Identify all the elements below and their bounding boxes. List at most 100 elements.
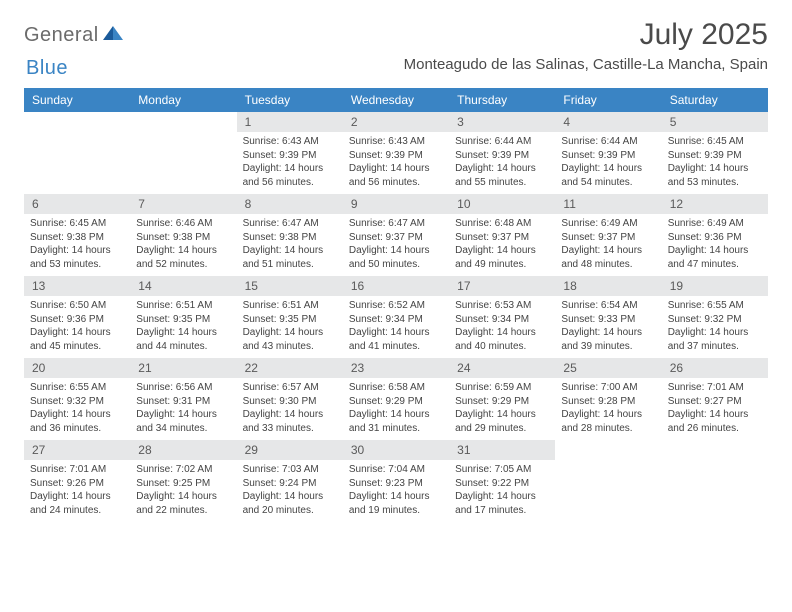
day-number: 27 (24, 440, 130, 460)
daylight-text: Daylight: 14 hours and 50 minutes. (349, 244, 443, 271)
day-body: Sunrise: 6:58 AMSunset: 9:29 PMDaylight:… (343, 378, 449, 439)
days-of-week-header: SundayMondayTuesdayWednesdayThursdayFrid… (24, 88, 768, 112)
day-cell: 14Sunrise: 6:51 AMSunset: 9:35 PMDayligh… (130, 276, 236, 358)
sunset-text: Sunset: 9:35 PM (136, 313, 230, 327)
sunrise-text: Sunrise: 6:52 AM (349, 299, 443, 313)
day-number: 5 (662, 112, 768, 132)
day-number: 2 (343, 112, 449, 132)
day-body: Sunrise: 7:03 AMSunset: 9:24 PMDaylight:… (237, 460, 343, 521)
sunset-text: Sunset: 9:38 PM (30, 231, 124, 245)
sunrise-text: Sunrise: 6:58 AM (349, 381, 443, 395)
day-cell: 1Sunrise: 6:43 AMSunset: 9:39 PMDaylight… (237, 112, 343, 194)
week-row: 27Sunrise: 7:01 AMSunset: 9:26 PMDayligh… (24, 440, 768, 522)
calendar-page: General July 2025 Monteagudo de las Sali… (0, 0, 792, 522)
day-cell (555, 440, 661, 522)
daylight-text: Daylight: 14 hours and 43 minutes. (243, 326, 337, 353)
day-body: Sunrise: 6:57 AMSunset: 9:30 PMDaylight:… (237, 378, 343, 439)
sunrise-text: Sunrise: 6:50 AM (30, 299, 124, 313)
month-title: July 2025 (404, 18, 768, 52)
day-cell: 10Sunrise: 6:48 AMSunset: 9:37 PMDayligh… (449, 194, 555, 276)
daylight-text: Daylight: 14 hours and 48 minutes. (561, 244, 655, 271)
daylight-text: Daylight: 14 hours and 51 minutes. (243, 244, 337, 271)
day-cell (24, 112, 130, 194)
sunset-text: Sunset: 9:32 PM (30, 395, 124, 409)
day-number: 18 (555, 276, 661, 296)
sunrise-text: Sunrise: 6:54 AM (561, 299, 655, 313)
location-subtitle: Monteagudo de las Salinas, Castille-La M… (404, 56, 768, 73)
day-number: 30 (343, 440, 449, 460)
day-cell: 21Sunrise: 6:56 AMSunset: 9:31 PMDayligh… (130, 358, 236, 440)
day-cell: 29Sunrise: 7:03 AMSunset: 9:24 PMDayligh… (237, 440, 343, 522)
daylight-text: Daylight: 14 hours and 55 minutes. (455, 162, 549, 189)
day-number: 7 (130, 194, 236, 214)
daylight-text: Daylight: 14 hours and 41 minutes. (349, 326, 443, 353)
sunrise-text: Sunrise: 6:45 AM (668, 135, 762, 149)
dow-cell: Sunday (24, 88, 130, 112)
day-number: 9 (343, 194, 449, 214)
logo: General (24, 24, 125, 47)
sunset-text: Sunset: 9:39 PM (243, 149, 337, 163)
sunrise-text: Sunrise: 7:05 AM (455, 463, 549, 477)
logo-triangle-icon (103, 24, 123, 45)
day-cell: 7Sunrise: 6:46 AMSunset: 9:38 PMDaylight… (130, 194, 236, 276)
day-cell: 26Sunrise: 7:01 AMSunset: 9:27 PMDayligh… (662, 358, 768, 440)
daylight-text: Daylight: 14 hours and 19 minutes. (349, 490, 443, 517)
sunrise-text: Sunrise: 6:55 AM (30, 381, 124, 395)
daylight-text: Daylight: 14 hours and 52 minutes. (136, 244, 230, 271)
day-body: Sunrise: 6:45 AMSunset: 9:39 PMDaylight:… (662, 132, 768, 193)
day-body: Sunrise: 6:53 AMSunset: 9:34 PMDaylight:… (449, 296, 555, 357)
week-row: 1Sunrise: 6:43 AMSunset: 9:39 PMDaylight… (24, 112, 768, 194)
day-body: Sunrise: 6:43 AMSunset: 9:39 PMDaylight:… (343, 132, 449, 193)
sunset-text: Sunset: 9:29 PM (349, 395, 443, 409)
day-cell: 11Sunrise: 6:49 AMSunset: 9:37 PMDayligh… (555, 194, 661, 276)
day-cell: 18Sunrise: 6:54 AMSunset: 9:33 PMDayligh… (555, 276, 661, 358)
day-cell: 9Sunrise: 6:47 AMSunset: 9:37 PMDaylight… (343, 194, 449, 276)
sunrise-text: Sunrise: 7:03 AM (243, 463, 337, 477)
day-body: Sunrise: 6:50 AMSunset: 9:36 PMDaylight:… (24, 296, 130, 357)
day-number: 21 (130, 358, 236, 378)
sunrise-text: Sunrise: 6:44 AM (455, 135, 549, 149)
day-number: 25 (555, 358, 661, 378)
day-number: 8 (237, 194, 343, 214)
daylight-text: Daylight: 14 hours and 56 minutes. (349, 162, 443, 189)
day-body: Sunrise: 7:02 AMSunset: 9:25 PMDaylight:… (130, 460, 236, 521)
daylight-text: Daylight: 14 hours and 37 minutes. (668, 326, 762, 353)
sunset-text: Sunset: 9:23 PM (349, 477, 443, 491)
sunrise-text: Sunrise: 6:47 AM (349, 217, 443, 231)
day-cell: 23Sunrise: 6:58 AMSunset: 9:29 PMDayligh… (343, 358, 449, 440)
day-cell (130, 112, 236, 194)
week-row: 20Sunrise: 6:55 AMSunset: 9:32 PMDayligh… (24, 358, 768, 440)
daylight-text: Daylight: 14 hours and 36 minutes. (30, 408, 124, 435)
sunset-text: Sunset: 9:37 PM (561, 231, 655, 245)
day-cell: 27Sunrise: 7:01 AMSunset: 9:26 PMDayligh… (24, 440, 130, 522)
daylight-text: Daylight: 14 hours and 26 minutes. (668, 408, 762, 435)
sunrise-text: Sunrise: 6:56 AM (136, 381, 230, 395)
day-cell: 6Sunrise: 6:45 AMSunset: 9:38 PMDaylight… (24, 194, 130, 276)
day-body: Sunrise: 6:49 AMSunset: 9:36 PMDaylight:… (662, 214, 768, 275)
daylight-text: Daylight: 14 hours and 31 minutes. (349, 408, 443, 435)
daylight-text: Daylight: 14 hours and 22 minutes. (136, 490, 230, 517)
day-cell: 31Sunrise: 7:05 AMSunset: 9:22 PMDayligh… (449, 440, 555, 522)
sunset-text: Sunset: 9:28 PM (561, 395, 655, 409)
day-cell: 12Sunrise: 6:49 AMSunset: 9:36 PMDayligh… (662, 194, 768, 276)
day-body: Sunrise: 6:59 AMSunset: 9:29 PMDaylight:… (449, 378, 555, 439)
sunrise-text: Sunrise: 6:45 AM (30, 217, 124, 231)
sunset-text: Sunset: 9:27 PM (668, 395, 762, 409)
sunset-text: Sunset: 9:39 PM (455, 149, 549, 163)
day-body: Sunrise: 6:51 AMSunset: 9:35 PMDaylight:… (130, 296, 236, 357)
day-body: Sunrise: 6:52 AMSunset: 9:34 PMDaylight:… (343, 296, 449, 357)
daylight-text: Daylight: 14 hours and 47 minutes. (668, 244, 762, 271)
day-number: 19 (662, 276, 768, 296)
day-body: Sunrise: 6:54 AMSunset: 9:33 PMDaylight:… (555, 296, 661, 357)
day-cell: 19Sunrise: 6:55 AMSunset: 9:32 PMDayligh… (662, 276, 768, 358)
dow-cell: Tuesday (237, 88, 343, 112)
sunset-text: Sunset: 9:38 PM (136, 231, 230, 245)
day-body: Sunrise: 6:44 AMSunset: 9:39 PMDaylight:… (449, 132, 555, 193)
sunrise-text: Sunrise: 7:01 AM (668, 381, 762, 395)
day-body: Sunrise: 6:44 AMSunset: 9:39 PMDaylight:… (555, 132, 661, 193)
sunset-text: Sunset: 9:36 PM (30, 313, 124, 327)
day-cell: 5Sunrise: 6:45 AMSunset: 9:39 PMDaylight… (662, 112, 768, 194)
dow-cell: Wednesday (343, 88, 449, 112)
daylight-text: Daylight: 14 hours and 39 minutes. (561, 326, 655, 353)
day-number: 14 (130, 276, 236, 296)
